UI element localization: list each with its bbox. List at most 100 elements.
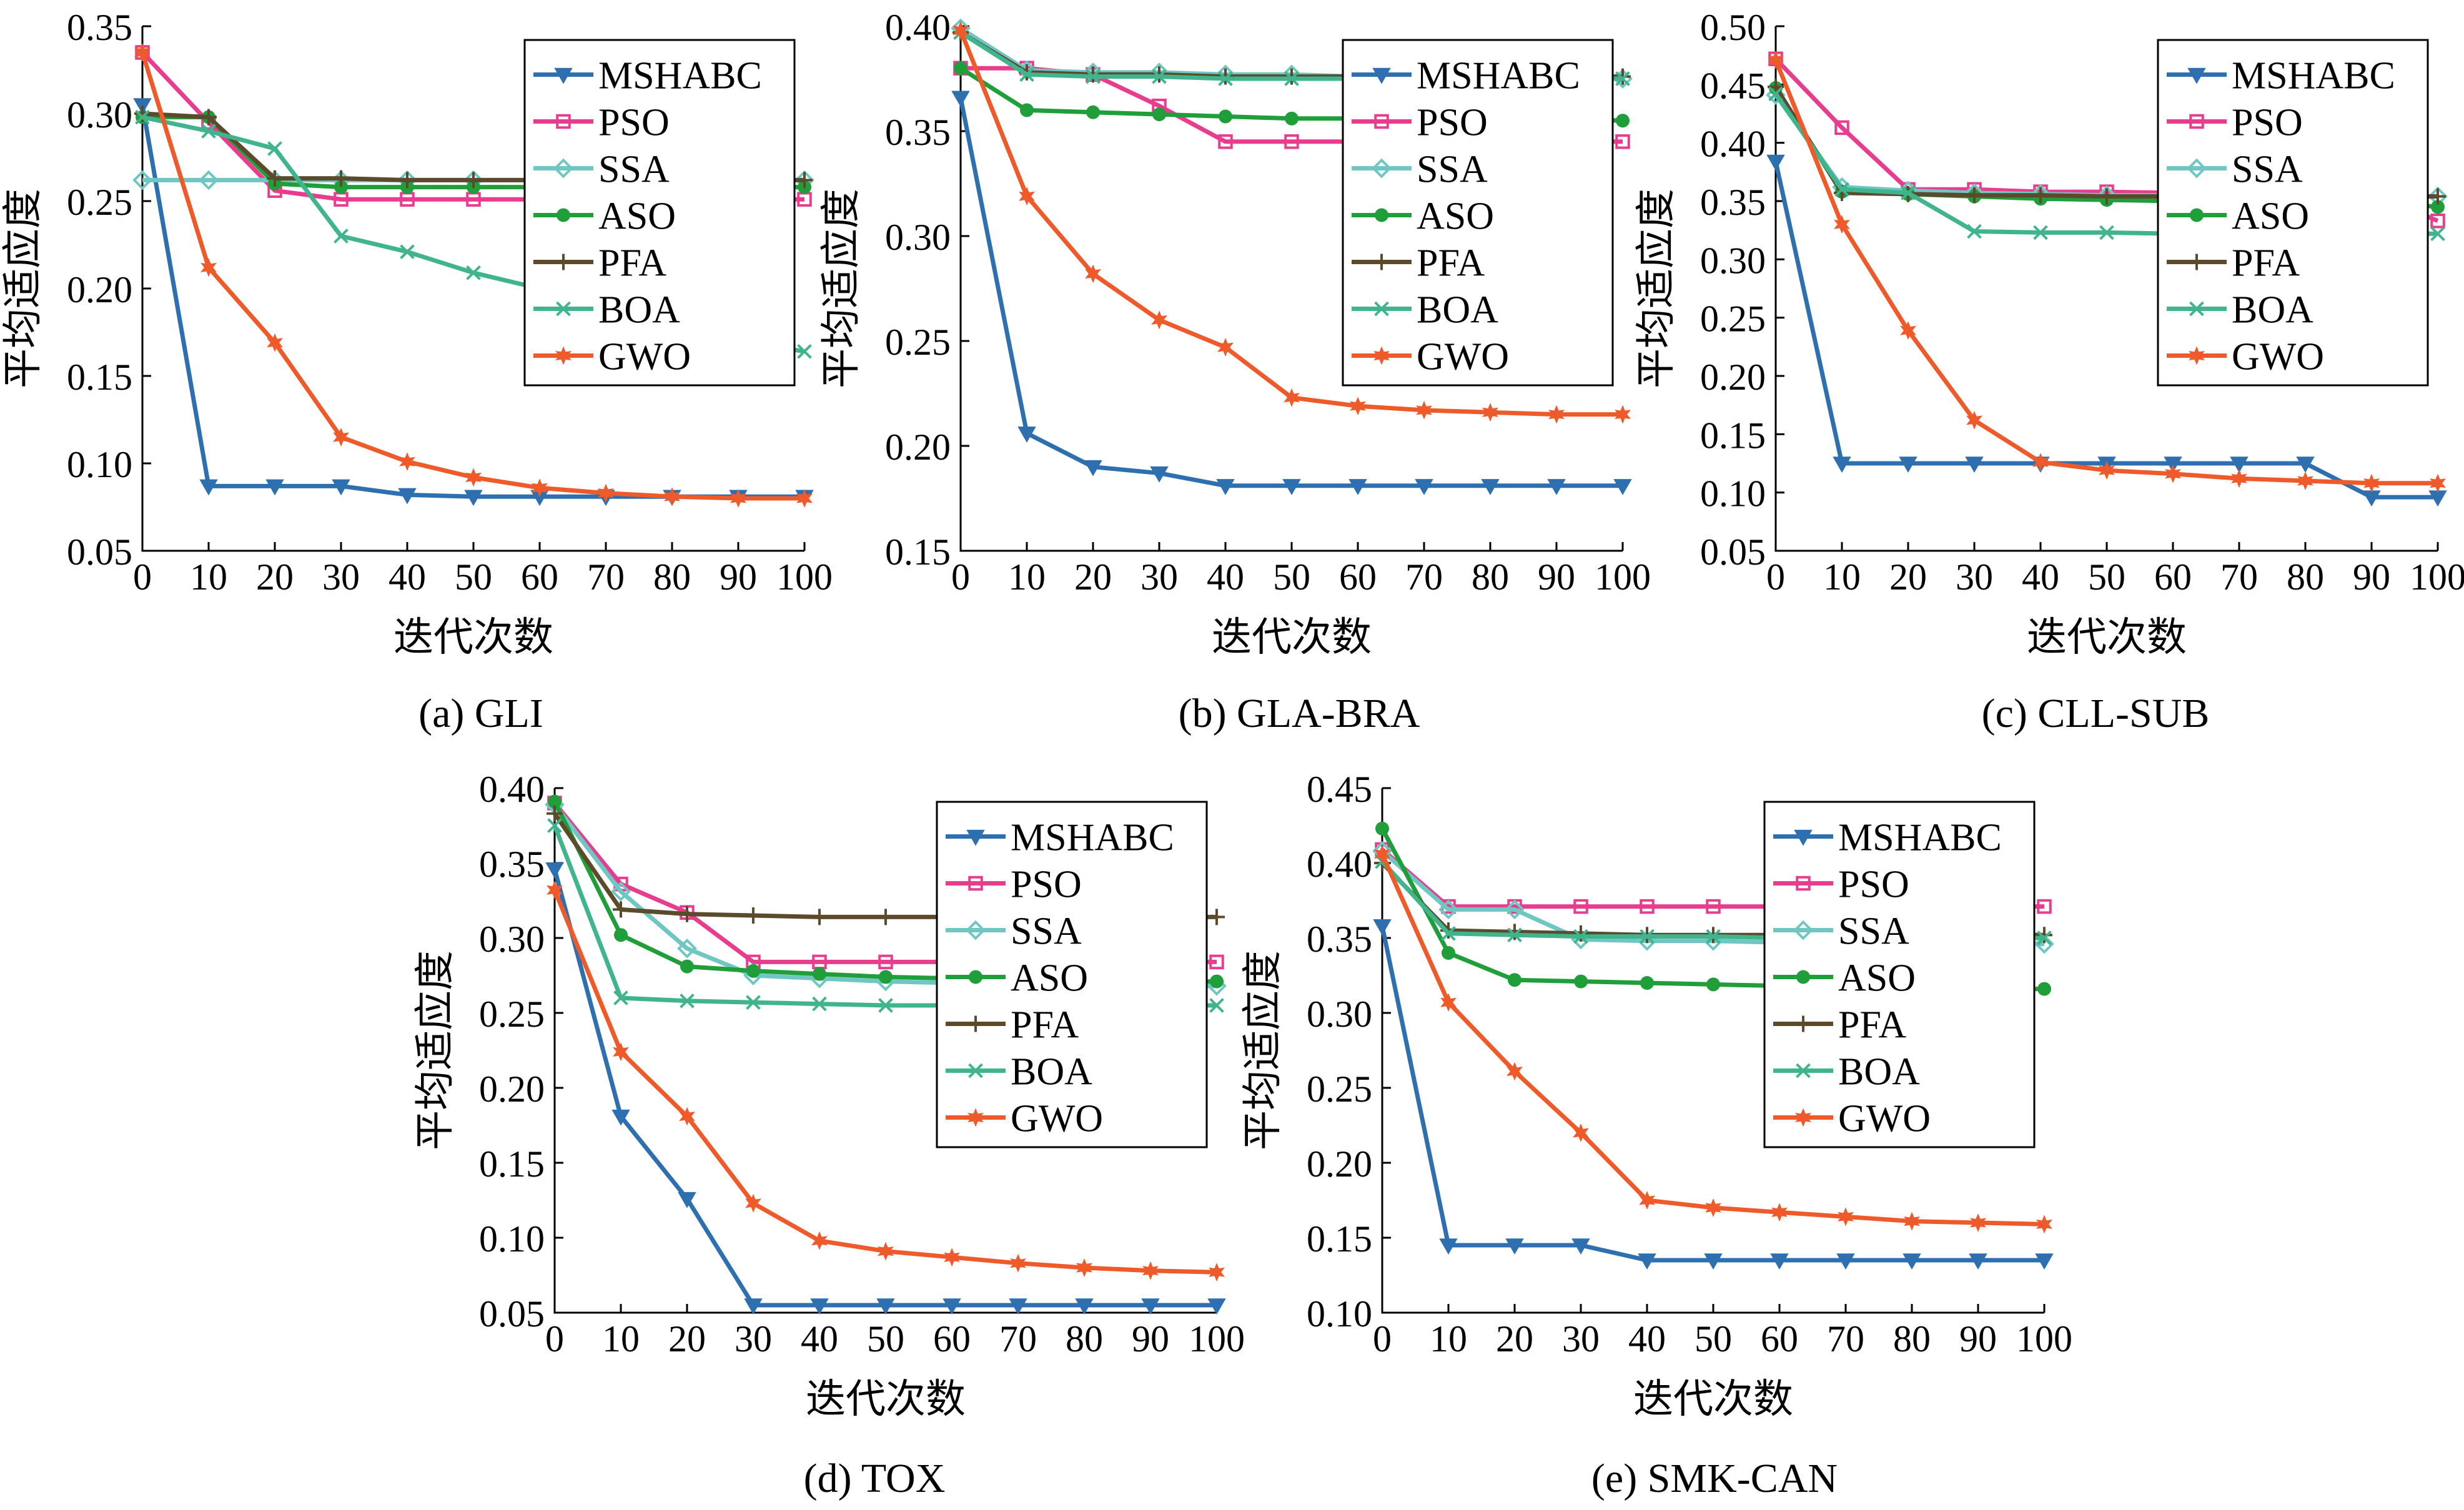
data-point-boa xyxy=(400,244,415,260)
y-tick-label: 0.40 xyxy=(479,769,545,810)
legend-label-boa: BOA xyxy=(1838,1051,1920,1093)
data-point-boa xyxy=(2430,226,2445,242)
x-tick-label: 40 xyxy=(2022,556,2059,598)
legend-label-ssa: SSA xyxy=(2232,149,2303,191)
data-point-aso xyxy=(548,794,562,809)
y-tick-label: 0.25 xyxy=(1700,299,1766,340)
data-point-ssa xyxy=(132,170,152,190)
legend-label-boa: BOA xyxy=(598,289,680,332)
y-tick-label: 0.10 xyxy=(1700,473,1766,515)
x-tick-label: 100 xyxy=(2410,556,2464,598)
data-point-mshabc xyxy=(1638,1253,1656,1270)
data-point-boa xyxy=(2099,225,2114,240)
data-point-gwo xyxy=(465,468,482,487)
data-point-boa xyxy=(2033,225,2048,240)
data-point-pso xyxy=(1209,954,1224,970)
chart-gli: 0.05 0.10 0.15 0.20 0.25 0.30 0.35 0 10 20 30 40 50 6… xyxy=(0,7,833,661)
x-tick-label: 70 xyxy=(587,556,625,598)
series-mshabc xyxy=(545,862,1226,1315)
data-point-boa xyxy=(1441,925,1456,941)
legend-marker-boa xyxy=(1374,301,1389,317)
data-point-aso xyxy=(680,959,694,974)
data-point-mshabc xyxy=(1833,456,1851,473)
y-tick-label: 0.45 xyxy=(1700,65,1766,106)
legend-marker-pso xyxy=(556,114,571,129)
x-tick-label: 60 xyxy=(2154,556,2192,598)
panel-a: 0.05 0.10 0.15 0.20 0.25 0.30 0.35 0 10 20 30 40 50 6… xyxy=(0,0,837,756)
legend-label-mshabc: MSHABC xyxy=(1011,817,1174,859)
chart-tox: 0.05 0.10 0.15 0.20 0.25 0.30 0.35 0.40 0 10 20 30 4… xyxy=(412,769,1245,1423)
legend-label-boa: BOA xyxy=(2232,289,2313,332)
y-tick-label: 0.15 xyxy=(479,1143,545,1185)
legend-marker-mshabc xyxy=(1372,67,1391,84)
data-point-boa xyxy=(1019,67,1034,82)
data-point-mshabc xyxy=(265,479,284,496)
x-tick-label: 0 xyxy=(1766,556,1785,598)
data-point-boa xyxy=(878,998,893,1013)
legend-marker-aso xyxy=(1796,970,1810,984)
x-tick-label: 60 xyxy=(1339,556,1377,598)
data-point-gwo xyxy=(1573,1123,1589,1142)
data-point-boa xyxy=(1615,71,1630,86)
legend-marker-mshabc xyxy=(1794,829,1813,846)
y-tick-label: 0.40 xyxy=(885,7,951,48)
data-point-aso xyxy=(954,61,967,76)
legend-marker-mshabc xyxy=(2187,67,2206,84)
data-point-gwo xyxy=(1705,1198,1721,1217)
y-axis-label: 平均适应度 xyxy=(412,950,458,1150)
data-point-mshabc xyxy=(2164,456,2182,473)
data-point-boa xyxy=(201,124,216,139)
data-point-gwo xyxy=(679,1107,695,1126)
data-point-boa xyxy=(334,229,349,244)
legend-marker-gwo xyxy=(2189,346,2205,365)
data-point-mshabc xyxy=(876,1298,895,1315)
data-point-mshabc xyxy=(611,1109,630,1126)
data-point-pso xyxy=(1834,120,1849,136)
legend-marker-boa xyxy=(1796,1063,1811,1078)
data-point-gwo xyxy=(1019,187,1035,206)
legend-marker-ssa xyxy=(1372,158,1392,179)
legend-marker-ssa xyxy=(966,920,986,940)
data-point-gwo xyxy=(1151,310,1167,330)
legend-marker-pfa xyxy=(1373,254,1390,270)
data-point-aso xyxy=(746,964,760,978)
data-point-mshabc xyxy=(1965,456,1984,473)
data-point-gwo xyxy=(1085,264,1101,284)
legend-label-pso: PSO xyxy=(1838,864,1909,906)
data-point-mshabc xyxy=(943,1298,961,1315)
data-point-gwo xyxy=(399,452,415,471)
series-gwo xyxy=(1768,51,2446,493)
y-tick-label: 0.25 xyxy=(885,322,951,363)
x-tick-label: 40 xyxy=(1628,1318,1666,1359)
data-point-boa xyxy=(1834,182,1849,197)
panel-e: 0.10 0.15 0.20 0.25 0.30 0.35 0.40 0.45 0 10 20 30 4… xyxy=(1240,762,2077,1510)
legend-label-mshabc: MSHABC xyxy=(1417,55,1580,97)
legend-label-aso: ASO xyxy=(598,195,676,238)
legend-marker-ssa xyxy=(553,158,573,179)
legend-label-ssa: SSA xyxy=(1417,149,1488,191)
data-point-boa xyxy=(746,995,761,1010)
data-point-boa xyxy=(1901,185,1916,200)
data-point-gwo xyxy=(532,478,548,498)
x-tick-label: 30 xyxy=(322,556,360,598)
y-tick-label: 0.30 xyxy=(1307,994,1372,1035)
data-point-aso xyxy=(1285,111,1299,126)
data-point-pfa xyxy=(796,172,813,189)
panel-b: 0.15 0.20 0.25 0.30 0.35 0.40 0 10 20 30 40 50 60 70 8… xyxy=(818,0,1655,756)
y-tick-label: 0.50 xyxy=(1700,7,1766,48)
data-point-aso xyxy=(2037,982,2051,996)
legend-marker-pso xyxy=(1796,876,1811,891)
data-point-mshabc xyxy=(1017,427,1036,443)
data-point-mshabc xyxy=(1969,1253,1987,1270)
data-point-gwo xyxy=(1548,405,1565,424)
data-point-gwo xyxy=(944,1248,960,1267)
y-tick-label: 0.30 xyxy=(67,94,132,136)
data-point-gwo xyxy=(1416,400,1432,420)
legend-label-gwo: GWO xyxy=(1417,336,1509,378)
legend-marker-pfa xyxy=(967,1015,984,1032)
x-tick-label: 0 xyxy=(133,556,152,598)
data-point-pfa xyxy=(547,805,563,822)
data-point-pfa xyxy=(1507,924,1523,940)
y-tick-label: 0.20 xyxy=(885,427,951,468)
